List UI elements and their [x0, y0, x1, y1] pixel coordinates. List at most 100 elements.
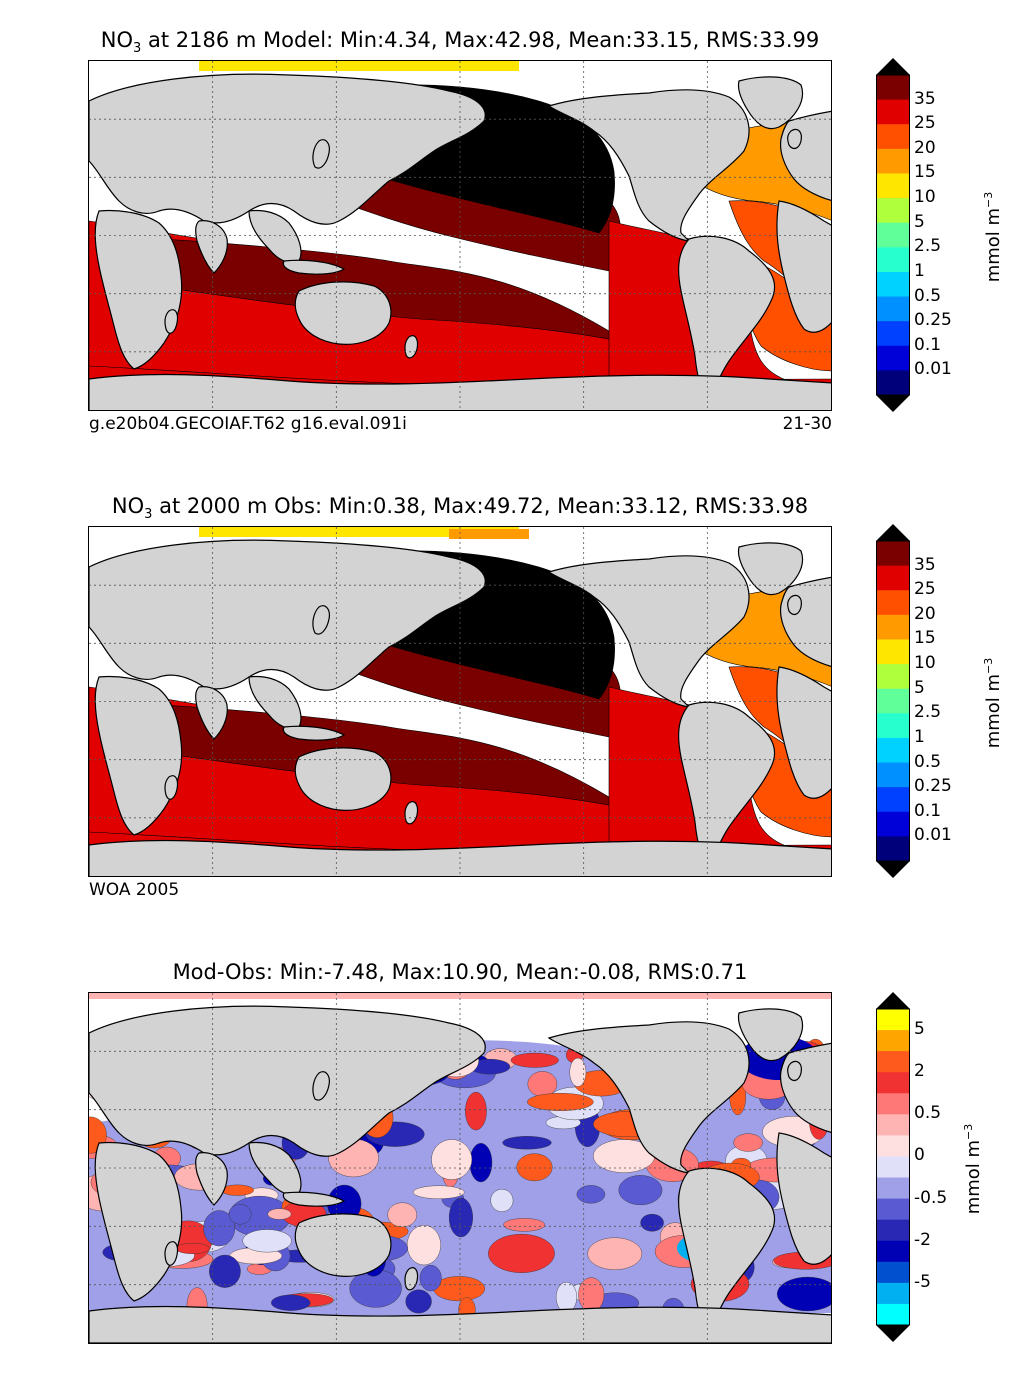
colorbar-svg — [876, 992, 910, 1342]
field-arctic-orange — [449, 529, 529, 539]
panel2-map — [88, 526, 832, 877]
colorbar-under-arrow — [876, 395, 910, 412]
colorbar-tick-label: 0.1 — [914, 334, 942, 355]
land-africaW — [776, 666, 831, 799]
panel1-footer-left: g.e20b04.GECOIAF.T62 g16.eval.091i — [89, 414, 407, 434]
map-svg — [89, 993, 831, 1343]
land-india — [195, 1152, 228, 1206]
panel2-title: NO3 at 2000 m Obs: Min:0.38, Max:49.72, … — [0, 494, 920, 522]
map-gridlines — [89, 61, 831, 410]
colorbar-tick-label: 2 — [914, 1061, 925, 1082]
anomaly-blob — [618, 1175, 663, 1206]
anomaly-blob — [490, 1189, 514, 1212]
colorbar-tick-label: 35 — [914, 554, 936, 575]
colorbar-tick-label: 5 — [914, 677, 925, 698]
land-australia — [294, 281, 392, 345]
map-svg — [89, 61, 831, 410]
colorbar-tick-label: 0 — [914, 1145, 925, 1166]
colorbar-swatch — [876, 1156, 910, 1179]
anomaly-blob — [203, 1210, 236, 1247]
land-india — [195, 220, 228, 274]
anomaly-blob — [221, 1184, 254, 1196]
anomaly-blob — [488, 1233, 555, 1273]
colorbar-swatch — [876, 1072, 910, 1094]
land-madagascar — [164, 1241, 179, 1266]
colorbar-svg — [876, 524, 910, 878]
land-indonesia — [282, 1191, 346, 1207]
colorbar-tick-label: 10 — [914, 653, 936, 674]
colorbar-tick-label: -5 — [914, 1271, 931, 1292]
anomaly-blob — [465, 1091, 487, 1131]
colorbar-tick-label: 0.01 — [914, 359, 952, 380]
panel1-colorbar-unit: mmol m−3 — [982, 191, 1004, 283]
field-arctic — [199, 61, 519, 71]
panel1-footer-right: 21-30 — [782, 414, 832, 434]
anomaly-blob — [776, 1276, 831, 1312]
land-americasN — [547, 1021, 750, 1174]
land-uk — [787, 594, 802, 616]
land-nz — [404, 801, 419, 825]
colorbar-tick-label: 0.25 — [914, 776, 952, 797]
colorbar-swatch — [876, 1114, 910, 1136]
colorbar-tick-label: 25 — [914, 113, 936, 134]
colorbar-swatch — [876, 75, 910, 101]
land-india — [195, 686, 228, 740]
colorbar-swatch — [876, 1009, 910, 1031]
land-greenland — [737, 1008, 803, 1062]
panel1-colorbar — [876, 58, 910, 412]
colorbar-swatch — [876, 1051, 910, 1073]
colorbar-over-arrow — [876, 58, 910, 75]
colorbar-swatch — [876, 737, 910, 764]
anomaly-blob — [271, 1294, 311, 1311]
panel2-title-prefix: NO — [111, 494, 145, 518]
anomaly-blob — [527, 1071, 558, 1097]
colorbar-swatch — [876, 1135, 910, 1157]
colorbar-swatch — [876, 296, 910, 322]
land-eurasia — [89, 539, 486, 691]
anomaly-blob — [578, 1277, 605, 1312]
colorbar-swatch — [876, 787, 910, 813]
colorbar-swatch — [876, 321, 910, 347]
colorbar-tick-label: 10 — [914, 187, 936, 208]
land-africa — [94, 209, 183, 370]
land-indonesia — [282, 725, 346, 741]
colorbar-swatch — [876, 565, 910, 591]
map-svg — [89, 527, 831, 876]
anomaly-blob — [516, 1153, 553, 1182]
anomaly-blob — [387, 1202, 418, 1228]
land-eurasia — [89, 1005, 486, 1157]
panel1-title-suffix: at 2186 m Model: Min:4.34, Max:42.98, Me… — [141, 28, 820, 52]
colorbar-swatch — [876, 639, 910, 665]
anomaly-blob — [209, 1254, 241, 1288]
colorbar-swatch — [876, 1093, 910, 1115]
colorbar-swatch — [876, 222, 910, 248]
colorbar-swatch — [876, 811, 910, 837]
colorbar-tick-label: 0.1 — [914, 800, 942, 821]
panel1-title: NO3 at 2186 m Model: Min:4.34, Max:42.98… — [0, 28, 920, 56]
colorbar-swatch — [876, 590, 910, 616]
land-africaW — [776, 200, 831, 333]
panel3-title-prefix: Mod-Obs: Min:-7.48, Max:10.90, Mean:-0.0… — [172, 960, 748, 984]
anomaly-blob — [555, 1281, 577, 1313]
colorbar-swatch — [876, 1198, 910, 1221]
colorbar-tick-label: 2.5 — [914, 702, 942, 723]
land-nz — [404, 335, 419, 359]
panel3-colorbar — [876, 992, 910, 1342]
colorbar-swatch — [876, 541, 910, 567]
land-australia — [294, 747, 392, 811]
land-japan — [312, 605, 330, 635]
land-uk — [787, 1060, 802, 1082]
panel1-title-prefix: NO — [100, 28, 134, 52]
land-americasN — [547, 555, 750, 708]
colorbar-swatch — [876, 148, 910, 174]
colorbar-swatch — [876, 271, 910, 298]
colorbar-swatch — [876, 247, 910, 273]
colorbar-swatch — [876, 1261, 910, 1284]
colorbar-swatch — [876, 664, 910, 690]
land-indonesia — [282, 259, 346, 275]
map-gridlines — [89, 993, 831, 1343]
anomaly-blob — [510, 1052, 559, 1068]
anomaly-blob — [412, 1185, 465, 1199]
colorbar-tick-label: 35 — [914, 88, 936, 109]
anomaly-blob — [733, 1133, 763, 1152]
